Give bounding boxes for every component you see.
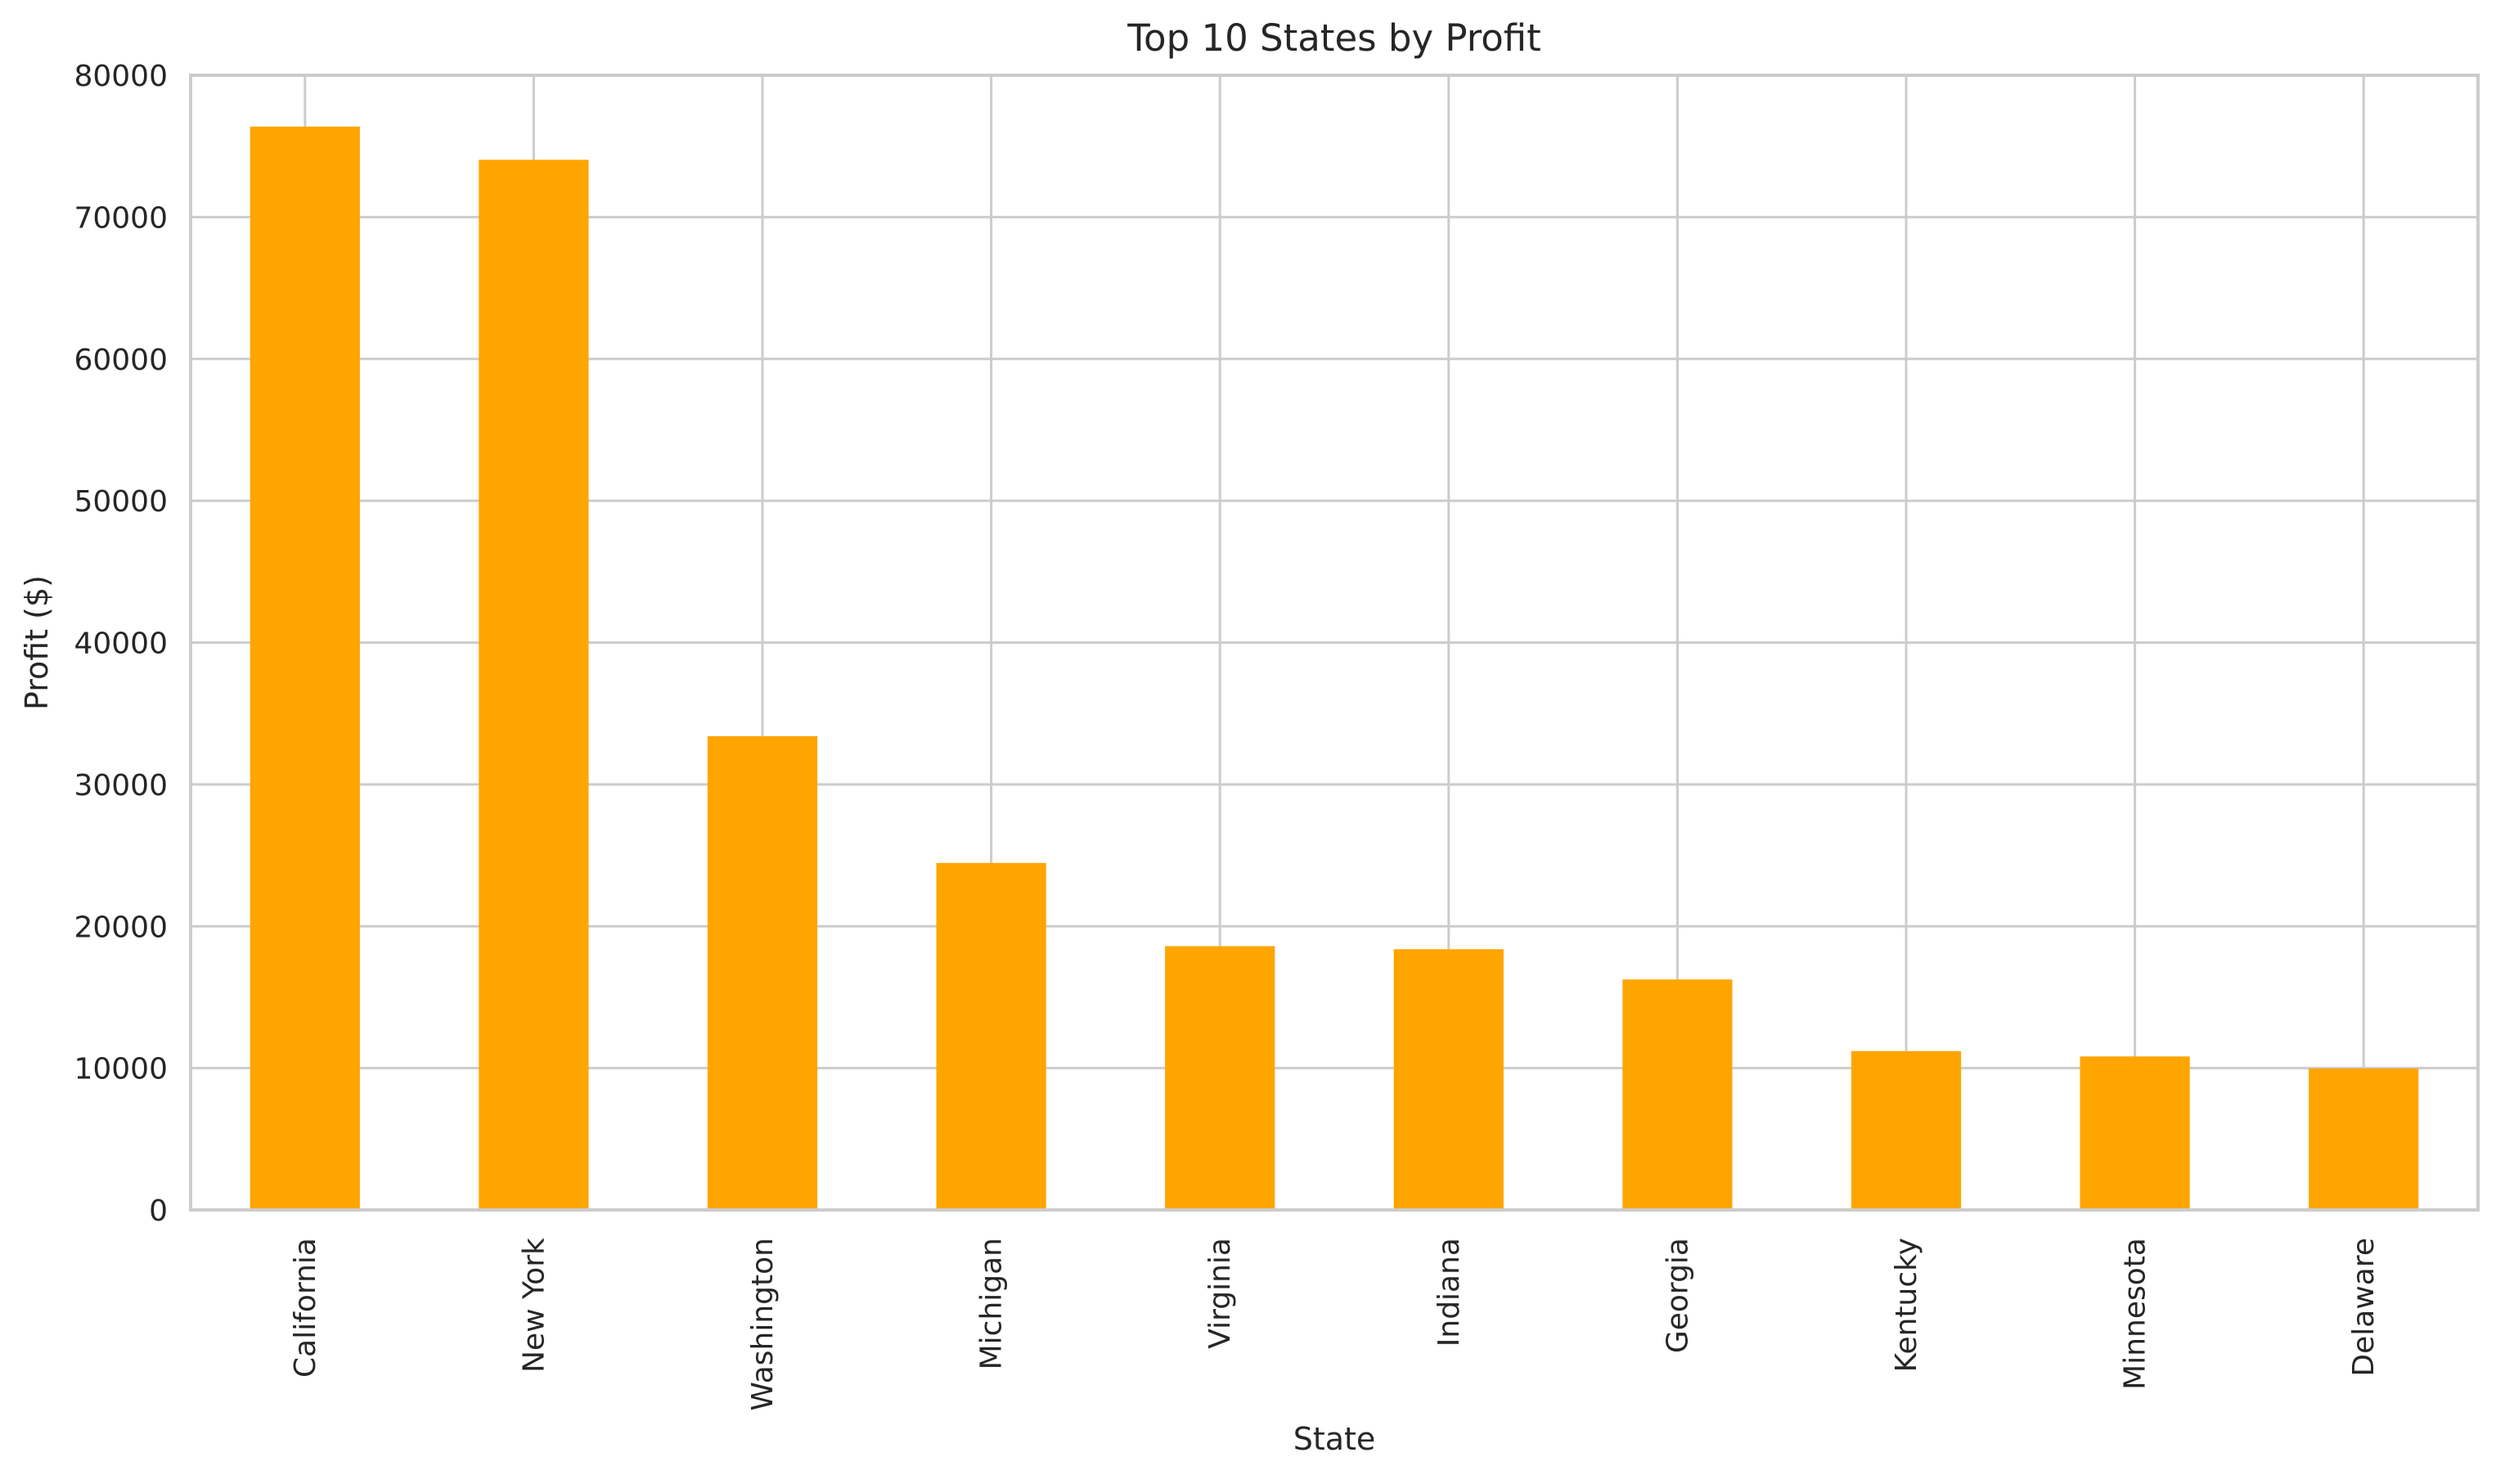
y-axis-ticks: 0 10000 20000 30000 40000 50000 60000 70000 8000…	[74, 60, 168, 1228]
x-tick-label: Michigan	[975, 1238, 1009, 1369]
y-tick-label: 20000	[74, 911, 168, 944]
x-tick-label: Kentucky	[1890, 1238, 1923, 1372]
plot-frame	[189, 74, 2480, 1212]
y-tick-label: 60000	[74, 344, 168, 377]
x-tick-label: Indiana	[1432, 1238, 1466, 1347]
x-tick-label: Georgia	[1661, 1238, 1694, 1353]
x-tick-label: Minnesota	[2119, 1238, 2152, 1390]
x-axis-ticks: California New York Washington Michigan Virg…	[289, 1238, 2381, 1411]
bar	[2309, 1068, 2419, 1210]
y-tick-label: 50000	[74, 485, 168, 519]
bar	[1165, 946, 1275, 1210]
x-tick-label: California	[289, 1238, 322, 1378]
y-tick-label: 40000	[74, 627, 168, 661]
y-tick-label: 80000	[74, 60, 168, 93]
bar	[479, 160, 589, 1210]
y-axis-title: Profit ($)	[19, 575, 55, 710]
y-tick-label: 0	[149, 1194, 168, 1228]
x-axis-title: State	[1293, 1421, 1376, 1457]
bar	[2080, 1056, 2190, 1210]
y-tick-label: 70000	[74, 201, 168, 235]
bar	[707, 735, 818, 1210]
bar	[936, 862, 1046, 1210]
bar	[1393, 949, 1504, 1210]
y-tick-label: 10000	[74, 1053, 168, 1086]
bar	[250, 126, 360, 1211]
x-tick-label: New York	[517, 1238, 551, 1373]
x-tick-label: Washington	[746, 1238, 780, 1411]
chart-title: Top 10 States by Profit	[1127, 16, 1541, 60]
bar	[1851, 1050, 1962, 1210]
y-tick-label: 30000	[74, 769, 168, 803]
bar	[1622, 979, 1733, 1210]
x-tick-label: Delaware	[2347, 1238, 2381, 1377]
bars	[250, 126, 2419, 1211]
x-tick-label: Virginia	[1203, 1238, 1237, 1349]
